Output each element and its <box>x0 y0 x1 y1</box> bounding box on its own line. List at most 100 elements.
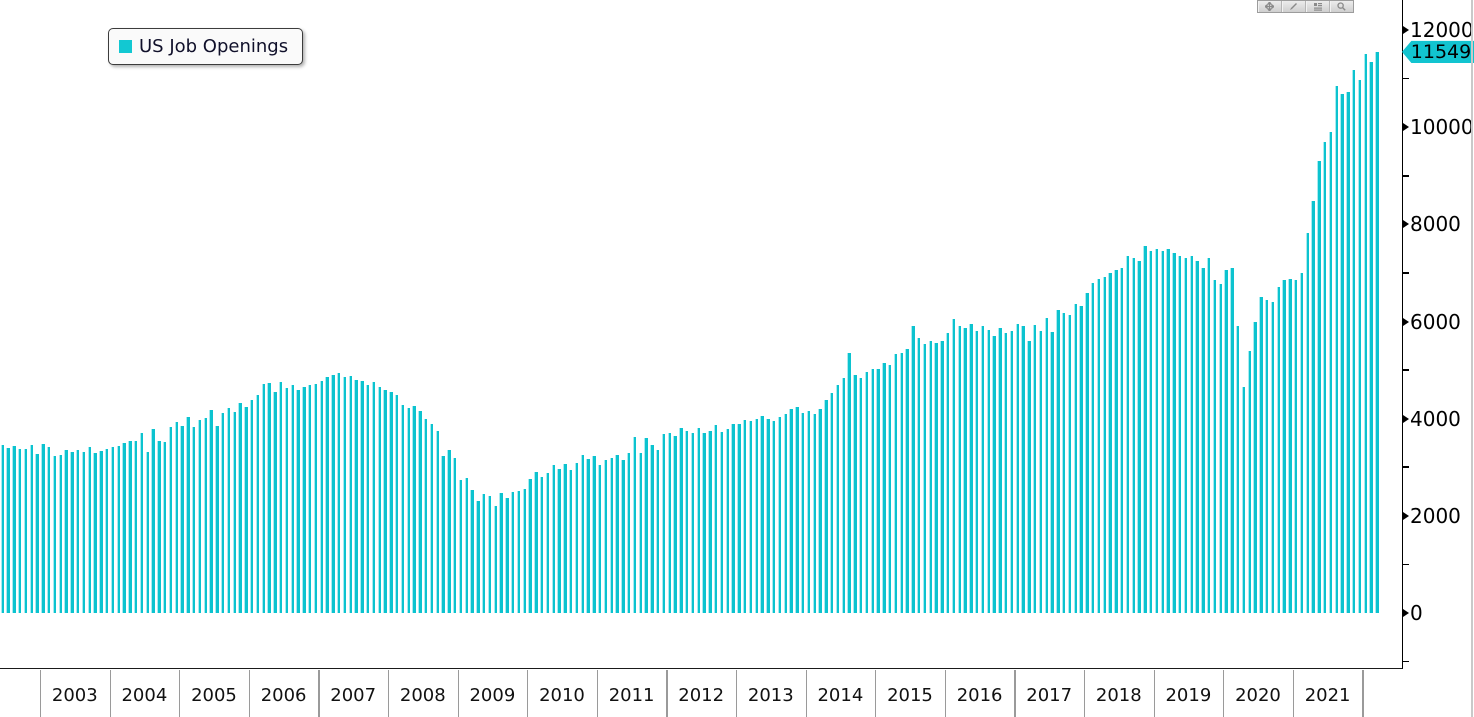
bar <box>1137 260 1141 613</box>
bar <box>957 326 962 613</box>
bar <box>1073 304 1078 613</box>
bar <box>255 394 260 613</box>
x-axis[interactable]: 2003 2004 2005 2006 2007 2008 2009 2010 2011 2012… <box>0 669 1403 717</box>
year-label: 2007 <box>330 685 377 706</box>
bar <box>1131 258 1136 613</box>
bar <box>505 497 509 613</box>
bar <box>1189 255 1194 613</box>
year-label: 2021 <box>1304 685 1351 706</box>
bar <box>800 412 805 613</box>
legend-box[interactable]: US Job Openings <box>108 28 304 65</box>
bar <box>1253 321 1257 613</box>
bar <box>1328 132 1333 613</box>
magnifier-icon[interactable] <box>1330 1 1353 12</box>
bar <box>545 473 550 613</box>
bar <box>940 340 944 613</box>
bar <box>812 413 817 613</box>
bar <box>1311 201 1315 613</box>
year-label: 2018 <box>1095 685 1142 706</box>
bar <box>609 457 614 613</box>
bar <box>70 452 74 613</box>
year-label: 2005 <box>191 685 237 706</box>
bar <box>180 425 184 613</box>
bar <box>197 420 202 613</box>
y-major-tick <box>1403 414 1409 423</box>
series-label: US Job Openings <box>139 36 289 57</box>
bar <box>116 446 121 613</box>
bar <box>302 387 306 613</box>
bar <box>597 464 602 613</box>
bar <box>719 432 724 613</box>
y-major-tick <box>1403 317 1409 326</box>
bar <box>563 463 567 613</box>
y-tick-label: 0 <box>1410 601 1423 625</box>
year-label: 2008 <box>399 685 446 706</box>
y-minor-tick <box>1403 272 1409 274</box>
y-tick-label: 6000 <box>1410 309 1461 334</box>
bar <box>1282 280 1286 613</box>
bar <box>232 411 237 613</box>
bar <box>969 323 973 613</box>
bar <box>1032 324 1037 613</box>
y-minor-tick <box>1403 660 1409 663</box>
bar <box>1044 317 1049 613</box>
bar <box>423 418 428 613</box>
year-divider <box>109 670 111 717</box>
bar <box>644 438 648 613</box>
bar <box>1056 310 1060 613</box>
bar <box>1195 260 1199 613</box>
bar <box>215 426 219 613</box>
y-minor-tick <box>1403 77 1409 80</box>
bar <box>110 447 115 613</box>
bar <box>458 479 463 613</box>
bar <box>650 445 654 613</box>
bar <box>441 456 445 613</box>
bar <box>203 418 208 613</box>
bar <box>899 352 904 613</box>
bar <box>934 343 938 613</box>
draw-icon[interactable] <box>1282 1 1306 12</box>
year-divider <box>1014 670 1016 717</box>
bar <box>737 423 741 613</box>
bar <box>998 328 1002 613</box>
bar <box>916 337 921 613</box>
bar <box>244 407 248 613</box>
bar <box>220 413 225 613</box>
bar <box>974 331 979 613</box>
bar <box>1177 255 1182 613</box>
move-icon[interactable] <box>1258 1 1282 12</box>
chart-plot-area[interactable] <box>0 0 1403 669</box>
year-label: 2006 <box>260 685 307 706</box>
annotate-icon[interactable] <box>1306 1 1330 12</box>
bar <box>278 381 283 613</box>
bar <box>6 448 10 613</box>
bar <box>574 462 579 613</box>
bar <box>1340 94 1344 613</box>
bar <box>510 492 515 613</box>
bar <box>360 381 364 613</box>
bar <box>557 469 561 613</box>
bar <box>249 400 254 613</box>
bar <box>1050 331 1054 613</box>
bar <box>661 434 666 613</box>
bar <box>1357 80 1362 613</box>
bar <box>1143 246 1147 613</box>
bar <box>1247 350 1252 613</box>
year-label: 2019 <box>1165 685 1212 706</box>
bar <box>1241 387 1246 613</box>
bar <box>951 319 956 613</box>
bar <box>742 419 747 613</box>
bar <box>713 424 718 613</box>
bar <box>87 447 92 613</box>
bar <box>133 441 138 613</box>
year-divider <box>736 670 738 717</box>
bar <box>684 430 689 613</box>
bar <box>23 449 28 613</box>
bar <box>1061 313 1066 613</box>
bar <box>586 458 590 613</box>
y-major-tick <box>1403 26 1409 34</box>
year-label: 2020 <box>1235 685 1281 706</box>
y-minor-tick <box>1403 369 1409 371</box>
bar <box>354 379 358 613</box>
year-divider <box>666 670 668 717</box>
